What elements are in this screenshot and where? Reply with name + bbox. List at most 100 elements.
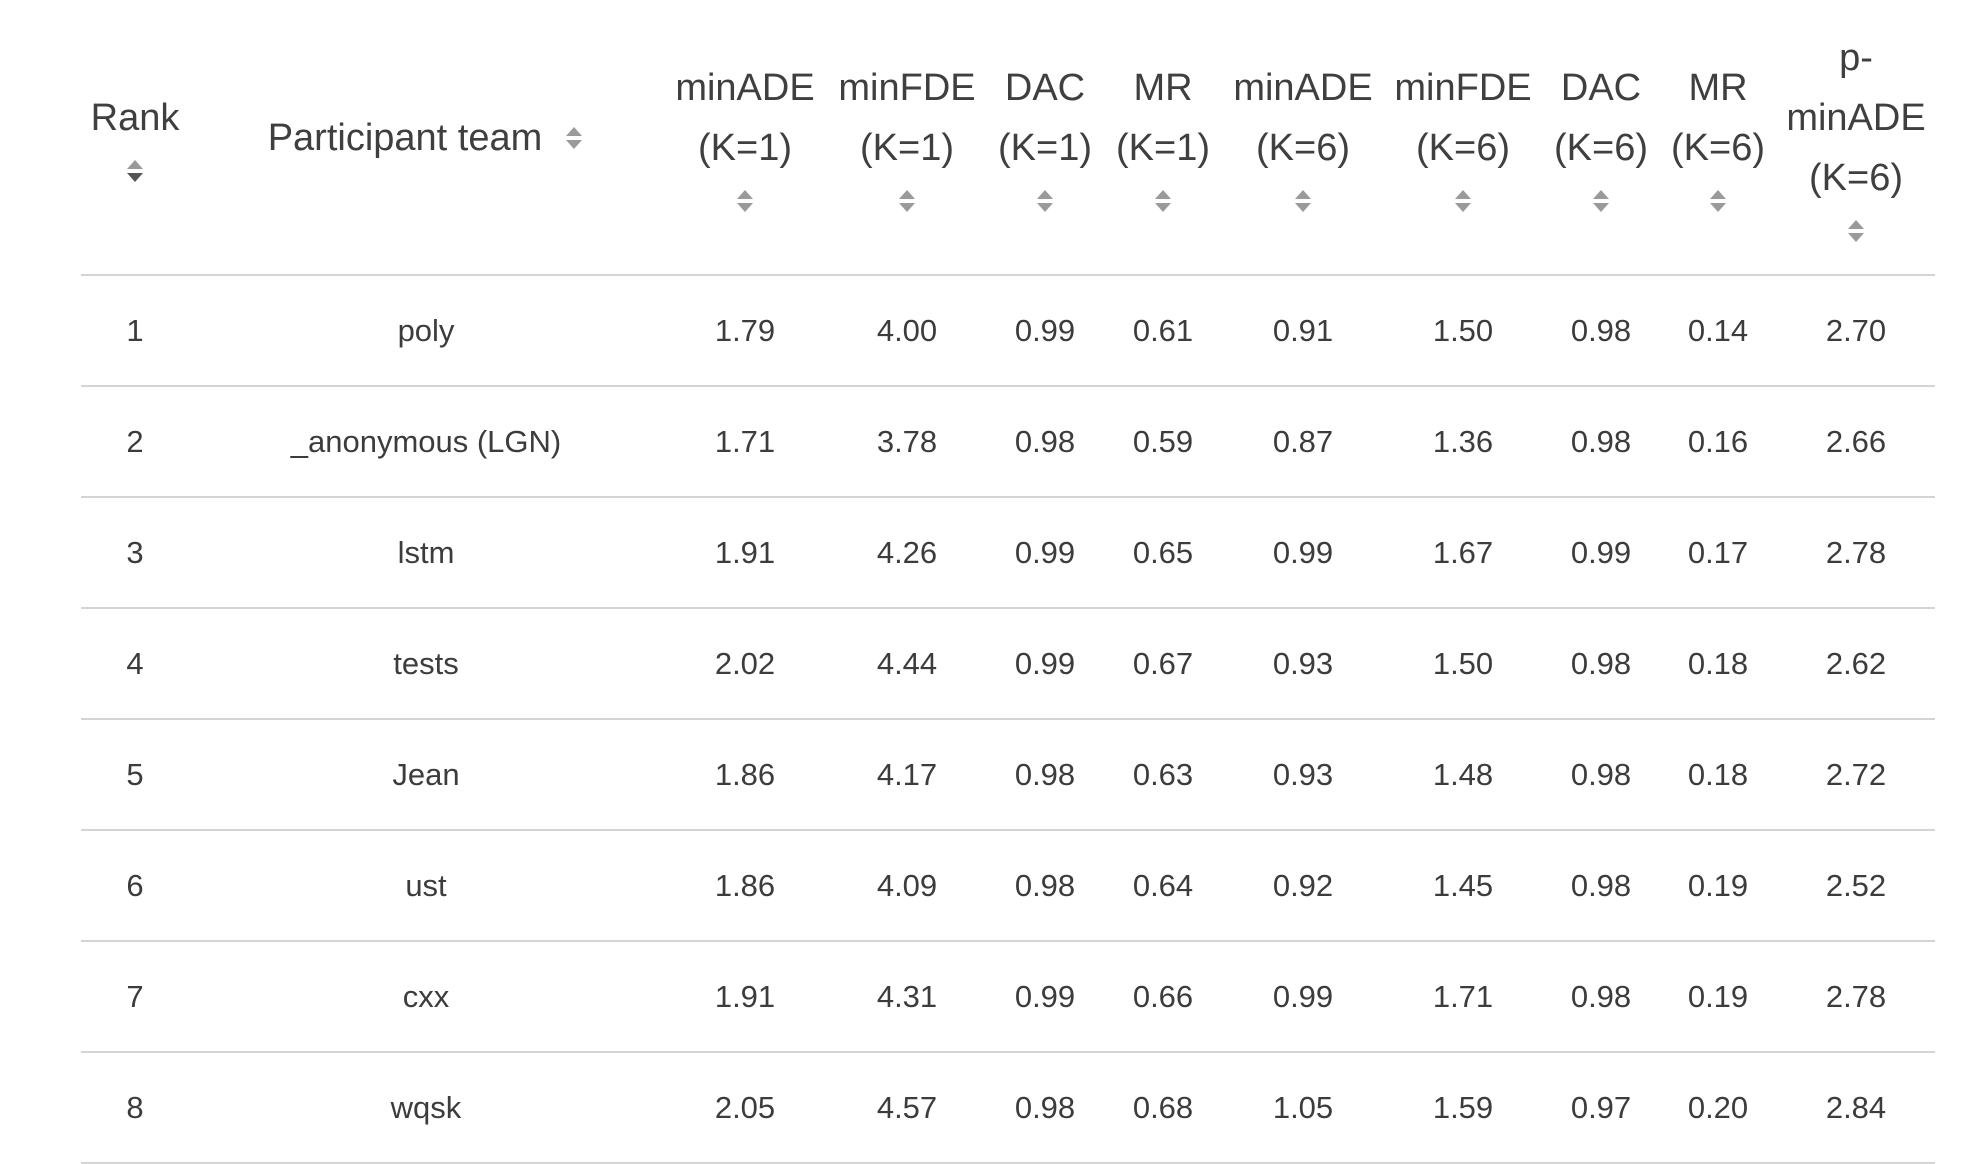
cell-minade_k6: 1.05 [1223,1052,1383,1164]
cell-pminade_k6: 2.62 [1777,608,1935,720]
cell-mr_k6: 0.14 [1659,275,1777,387]
cell-pminade_k6: 2.84 [1777,1052,1935,1164]
cell-minade_k6: 0.87 [1223,386,1383,498]
cell-dac_k1: 0.98 [987,1052,1103,1164]
cell-team: cxx [189,941,663,1053]
column-header-rank[interactable]: Rank [81,0,189,276]
cell-minfde_k6: 1.50 [1383,608,1543,720]
column-header-label: DAC (K=6) [1554,67,1648,169]
cell-team: wqsk [189,1052,663,1164]
column-header-dac_k1[interactable]: DAC (K=1) [987,0,1103,276]
cell-team: _anonymous (LGN) [189,386,663,498]
cell-team: tests [189,608,663,720]
cell-minfde_k6: 1.48 [1383,719,1543,831]
cell-minade_k1: 1.91 [663,497,827,609]
cell-mr_k6: 0.19 [1659,830,1777,942]
column-header-label: minADE (K=1) [675,67,815,169]
sort-icon[interactable] [1453,186,1473,216]
cell-mr_k6: 0.19 [1659,941,1777,1053]
cell-minfde_k1: 4.26 [827,497,987,609]
cell-rank: 3 [81,497,189,609]
sort-icon[interactable] [1153,186,1173,216]
cell-minade_k6: 0.93 [1223,608,1383,720]
cell-pminade_k6: 2.70 [1777,275,1935,387]
cell-rank: 5 [81,719,189,831]
cell-rank: 7 [81,941,189,1053]
sort-icon[interactable] [1035,186,1055,216]
cell-mr_k1: 0.67 [1103,608,1223,720]
cell-minade_k1: 1.71 [663,386,827,498]
cell-minade_k1: 2.02 [663,608,827,720]
column-header-mr_k1[interactable]: MR (K=1) [1103,0,1223,276]
table-body: 1 poly 1.79 4.00 0.99 0.61 0.91 1.50 0.98 0.14 2.7… [81,275,1935,1164]
cell-minfde_k6: 1.67 [1383,497,1543,609]
cell-dac_k1: 0.99 [987,275,1103,387]
header-row: Rank Participant team minADE (K=1) minFDE (… [81,0,1935,276]
sort-icon[interactable] [564,123,584,153]
cell-minade_k1: 1.79 [663,275,827,387]
cell-mr_k6: 0.16 [1659,386,1777,498]
column-header-mr_k6[interactable]: MR (K=6) [1659,0,1777,276]
table-row: 6 ust 1.86 4.09 0.98 0.64 0.92 1.45 0.98 0.19 2.52 [81,830,1935,942]
cell-mr_k1: 0.66 [1103,941,1223,1053]
cell-rank: 6 [81,830,189,942]
column-header-minade_k6[interactable]: minADE (K=6) [1223,0,1383,276]
cell-dac_k1: 0.99 [987,608,1103,720]
cell-team: ust [189,830,663,942]
cell-minfde_k1: 4.17 [827,719,987,831]
sort-icon[interactable] [1293,186,1313,216]
sort-icon[interactable] [735,186,755,216]
cell-minade_k1: 1.91 [663,941,827,1053]
cell-minfde_k6: 1.59 [1383,1052,1543,1164]
cell-dac_k1: 0.99 [987,941,1103,1053]
cell-minfde_k1: 4.31 [827,941,987,1053]
column-header-label: Rank [90,97,180,139]
cell-rank: 1 [81,275,189,387]
cell-minade_k1: 1.86 [663,830,827,942]
column-header-label: MR (K=1) [1116,67,1210,169]
column-header-minade_k1[interactable]: minADE (K=1) [663,0,827,276]
column-header-label: minFDE (K=1) [838,67,976,169]
cell-minfde_k6: 1.36 [1383,386,1543,498]
cell-minade_k6: 0.93 [1223,719,1383,831]
table-row: 8 wqsk 2.05 4.57 0.98 0.68 1.05 1.59 0.97 0.20 2.8… [81,1052,1935,1164]
table-header: Rank Participant team minADE (K=1) minFDE (… [81,0,1935,276]
cell-team: lstm [189,497,663,609]
cell-rank: 2 [81,386,189,498]
cell-rank: 4 [81,608,189,720]
cell-minfde_k6: 1.71 [1383,941,1543,1053]
column-header-dac_k6[interactable]: DAC (K=6) [1543,0,1659,276]
cell-minfde_k1: 4.44 [827,608,987,720]
table-row: 7 cxx 1.91 4.31 0.99 0.66 0.99 1.71 0.98 0.19 2.78 [81,941,1935,1053]
cell-minade_k1: 1.86 [663,719,827,831]
cell-dac_k6: 0.97 [1543,1052,1659,1164]
sort-icon[interactable] [1591,186,1611,216]
column-header-label: Participant team [267,116,543,159]
cell-mr_k1: 0.59 [1103,386,1223,498]
cell-minfde_k1: 4.57 [827,1052,987,1164]
cell-dac_k6: 0.98 [1543,386,1659,498]
column-header-label: minFDE (K=6) [1394,67,1532,169]
sort-icon[interactable] [125,156,145,186]
cell-mr_k6: 0.20 [1659,1052,1777,1164]
sort-icon[interactable] [1708,186,1728,216]
cell-mr_k1: 0.68 [1103,1052,1223,1164]
column-header-team[interactable]: Participant team [189,0,663,276]
sort-icon[interactable] [897,186,917,216]
cell-mr_k6: 0.17 [1659,497,1777,609]
sort-icon[interactable] [1846,216,1866,246]
cell-minade_k1: 2.05 [663,1052,827,1164]
cell-mr_k1: 0.64 [1103,830,1223,942]
cell-pminade_k6: 2.78 [1777,497,1935,609]
cell-dac_k6: 0.98 [1543,941,1659,1053]
column-header-label: DAC (K=1) [998,67,1092,169]
column-header-pminade_k6[interactable]: p-minADE (K=6) [1777,0,1935,276]
cell-dac_k6: 0.98 [1543,830,1659,942]
column-header-minfde_k1[interactable]: minFDE (K=1) [827,0,987,276]
table-row: 2 _anonymous (LGN) 1.71 3.78 0.98 0.59 0.87 1.3… [81,386,1935,498]
cell-mr_k1: 0.65 [1103,497,1223,609]
cell-pminade_k6: 2.78 [1777,941,1935,1053]
column-header-minfde_k6[interactable]: minFDE (K=6) [1383,0,1543,276]
cell-dac_k6: 0.98 [1543,719,1659,831]
cell-team: Jean [189,719,663,831]
